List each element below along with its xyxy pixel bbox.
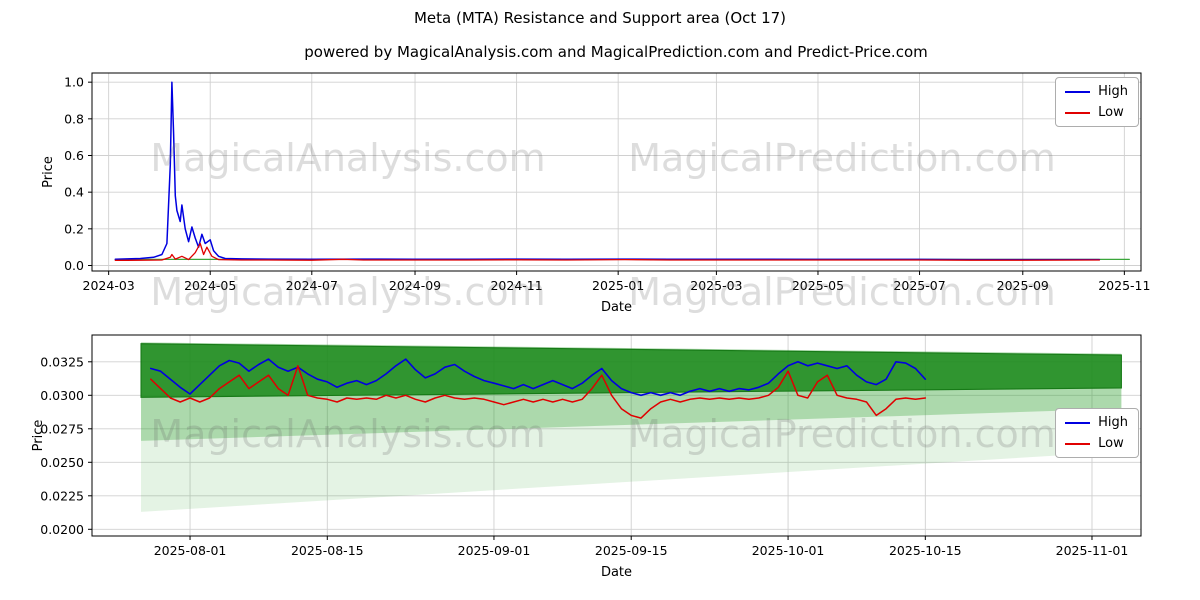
high-line-swatch: [1065, 90, 1091, 93]
svg-text:2025-01: 2025-01: [592, 278, 644, 293]
svg-text:Price: Price: [41, 156, 56, 188]
legend-label-low: Low: [1098, 105, 1124, 120]
legend-item-high: High: [1065, 84, 1128, 99]
svg-text:2025-11-01: 2025-11-01: [1056, 543, 1129, 558]
low-line-swatch: [1065, 442, 1091, 445]
svg-text:2025-09-01: 2025-09-01: [458, 543, 531, 558]
svg-text:Price: Price: [31, 420, 46, 452]
figure-subtitle: powered by MagicalAnalysis.com and Magic…: [304, 43, 928, 61]
svg-text:0.0275: 0.0275: [40, 421, 84, 436]
svg-text:0.4: 0.4: [64, 185, 84, 200]
svg-text:2025-05: 2025-05: [792, 278, 844, 293]
legend-bottom-chart: High Low: [1055, 408, 1139, 458]
legend-top-chart: High Low: [1055, 77, 1139, 127]
svg-text:2025-09-15: 2025-09-15: [595, 543, 668, 558]
svg-text:0.0: 0.0: [64, 258, 84, 273]
svg-text:0.0250: 0.0250: [40, 455, 84, 470]
svg-text:2024-07: 2024-07: [286, 278, 338, 293]
legend-label-high: High: [1098, 84, 1128, 99]
svg-text:2025-08-15: 2025-08-15: [291, 543, 364, 558]
svg-text:2024-03: 2024-03: [83, 278, 135, 293]
svg-text:2025-03: 2025-03: [690, 278, 742, 293]
svg-text:0.0225: 0.0225: [40, 488, 84, 503]
svg-text:0.0300: 0.0300: [40, 388, 84, 403]
svg-text:2025-11: 2025-11: [1098, 278, 1150, 293]
svg-text:2024-11: 2024-11: [490, 278, 542, 293]
legend-item-high: High: [1065, 415, 1128, 430]
svg-text:2025-07: 2025-07: [893, 278, 945, 293]
figure-title: Meta (MTA) Resistance and Support area (…: [413, 9, 787, 27]
legend-label-high: High: [1098, 415, 1128, 430]
svg-text:2025-09: 2025-09: [997, 278, 1049, 293]
svg-text:0.6: 0.6: [64, 148, 84, 163]
svg-text:2024-09: 2024-09: [389, 278, 441, 293]
low-line-swatch: [1065, 111, 1091, 114]
svg-text:0.2: 0.2: [64, 221, 84, 236]
svg-text:Date: Date: [601, 565, 632, 580]
svg-text:0.0325: 0.0325: [40, 354, 84, 369]
legend-label-low: Low: [1098, 436, 1124, 451]
high-line-swatch: [1065, 421, 1091, 424]
svg-text:Date: Date: [601, 300, 632, 315]
svg-text:0.0200: 0.0200: [40, 522, 84, 537]
svg-text:2025-10-01: 2025-10-01: [752, 543, 825, 558]
svg-text:2024-05: 2024-05: [184, 278, 236, 293]
svg-text:2025-08-01: 2025-08-01: [154, 543, 227, 558]
legend-item-low: Low: [1065, 105, 1128, 120]
legend-item-low: Low: [1065, 436, 1128, 451]
svg-text:0.8: 0.8: [64, 111, 84, 126]
svg-text:1.0: 1.0: [64, 75, 84, 90]
svg-text:2025-10-15: 2025-10-15: [889, 543, 962, 558]
